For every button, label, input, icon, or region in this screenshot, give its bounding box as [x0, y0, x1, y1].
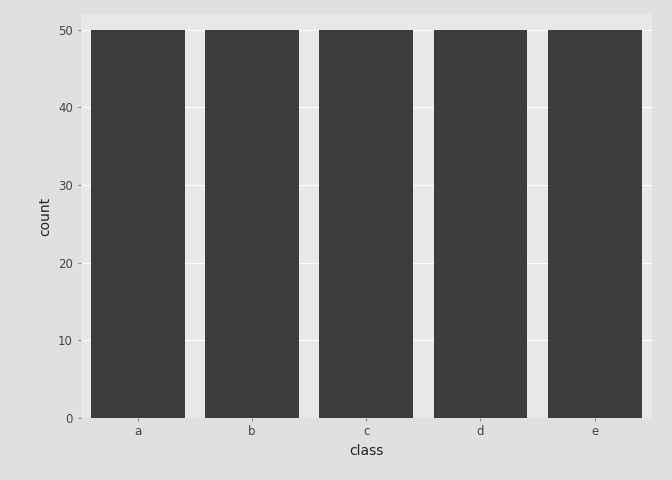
X-axis label: class: class [349, 444, 384, 458]
Bar [205, 30, 299, 418]
Bar [319, 30, 413, 418]
Bar [91, 30, 185, 418]
Bar [548, 30, 642, 418]
Y-axis label: count: count [38, 196, 52, 236]
Bar [433, 30, 528, 418]
